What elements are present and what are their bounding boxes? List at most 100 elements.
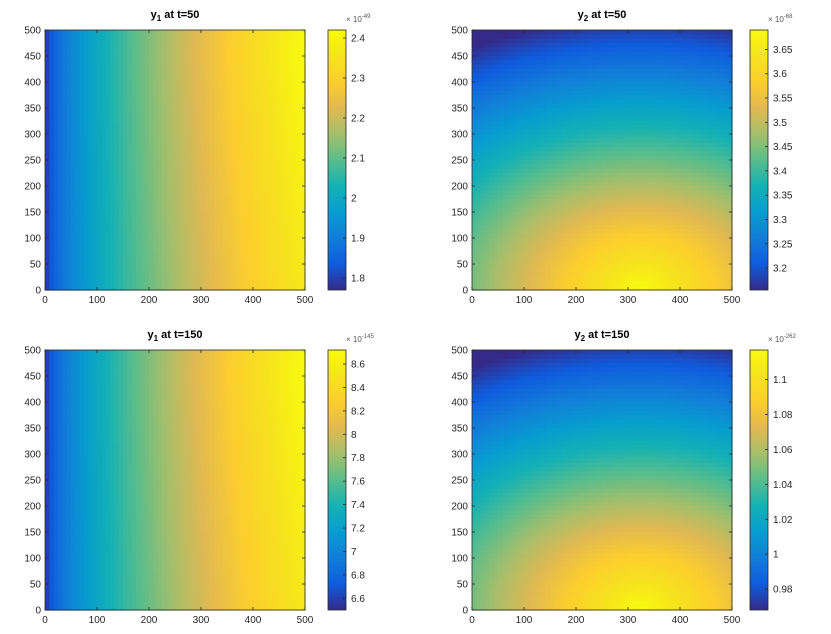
colorbar-tick-label: 1.8 xyxy=(351,274,365,285)
colorbar-tick-label: 8.4 xyxy=(351,383,365,394)
heatmap-surface xyxy=(45,350,306,611)
colorbar-tick-label: 3.4 xyxy=(773,166,787,177)
y-tick-label: 250 xyxy=(451,156,468,167)
y-tick-label: 400 xyxy=(24,398,41,409)
x-tick-label: 0 xyxy=(42,615,48,626)
multiplier-exponent: -49 xyxy=(362,14,371,20)
y-tick-label: 100 xyxy=(451,554,468,565)
colorbar-tick-label: 8.6 xyxy=(351,360,365,371)
subplot-4: y2 at t=150 0 100 200 300 400 500 0 50 100 150 200 2… xyxy=(451,329,796,626)
y-tick-label: 100 xyxy=(451,234,468,245)
y-tick-label: 500 xyxy=(24,346,41,357)
colorbar-tick-label: 7.2 xyxy=(351,524,365,535)
y-tick-label: 200 xyxy=(24,502,41,513)
colorbar xyxy=(749,349,769,611)
y-tick-label: 300 xyxy=(451,130,468,141)
y-tick-label: 250 xyxy=(24,476,41,487)
subplot-3: y1 at t=150 0 100 200 300 400 500 0 50 100 150 200 2… xyxy=(24,329,374,626)
y-tick-label: 100 xyxy=(24,554,41,565)
y-tick-label: 0 xyxy=(35,286,41,297)
colorbar-tick-label: 7 xyxy=(351,547,357,558)
colorbar-tick-label: 2.1 xyxy=(351,154,365,165)
chart-title: y1 at t=50 xyxy=(151,9,200,23)
y-tick-label: 350 xyxy=(451,424,468,435)
y-tick-label: 150 xyxy=(24,528,41,539)
title-var: y xyxy=(148,329,155,341)
colorbar-tick-label: 3.3 xyxy=(773,215,787,226)
y-tick-label: 400 xyxy=(451,398,468,409)
y-tick-label: 200 xyxy=(451,502,468,513)
colorbar-tick-label: 3.25 xyxy=(773,239,793,250)
colorbar-tick-label: 1.02 xyxy=(773,515,793,526)
x-tick-label: 500 xyxy=(297,295,314,306)
x-tick-label: 200 xyxy=(141,295,158,306)
y-tick-label: 450 xyxy=(24,52,41,63)
x-tick-label: 400 xyxy=(672,295,689,306)
y-tick-label: 250 xyxy=(24,156,41,167)
title-rest: at t=150 xyxy=(158,329,202,341)
x-tick-label: 300 xyxy=(193,295,210,306)
y-tick-label: 50 xyxy=(457,580,469,591)
colorbar-tick-label: 8 xyxy=(351,430,357,441)
y-tick-label: 0 xyxy=(35,606,41,617)
x-tick-label: 100 xyxy=(89,295,106,306)
colorbar-tick-label: 3.55 xyxy=(773,94,793,105)
multiplier-exponent: -145 xyxy=(362,334,375,340)
multiplier-exponent: -262 xyxy=(784,334,797,340)
colorbar-tick-label: 2.3 xyxy=(351,74,365,85)
y-tick-label: 400 xyxy=(24,78,41,89)
colorbar-tick-label: 3.45 xyxy=(773,142,793,153)
chart-title: y2 at t=50 xyxy=(578,9,627,23)
colorbar-tick-label: 7.4 xyxy=(351,500,365,511)
x-tick-label: 100 xyxy=(516,295,533,306)
multiplier-base: × 10 xyxy=(768,15,784,24)
x-tick-label: 100 xyxy=(89,615,106,626)
multiplier-base: × 10 xyxy=(346,15,362,24)
title-subscript: 2 xyxy=(584,14,589,23)
y-tick-label: 100 xyxy=(24,234,41,245)
title-subscript: 1 xyxy=(154,334,159,343)
title-rest: at t=150 xyxy=(585,329,629,341)
heatmap-surface xyxy=(45,30,306,291)
x-tick-label: 300 xyxy=(193,615,210,626)
y-tick-label: 300 xyxy=(24,130,41,141)
y-tick-label: 200 xyxy=(451,182,468,193)
colorbar-tick-label: 7.6 xyxy=(351,477,365,488)
colorbar-tick-label: 7.8 xyxy=(351,453,365,464)
y-tick-label: 450 xyxy=(451,372,468,383)
x-tick-label: 200 xyxy=(568,295,585,306)
heatmap-surface xyxy=(472,30,733,291)
title-rest: at t=50 xyxy=(161,9,199,21)
colorbar-tick-label: 0.98 xyxy=(773,585,793,596)
chart-title: y2 at t=150 xyxy=(575,329,630,343)
colorbar-tick-label: 3.2 xyxy=(773,264,787,275)
colorbar-tick-label: 6.8 xyxy=(351,570,365,581)
y-tick-label: 0 xyxy=(462,606,468,617)
chart-title: y1 at t=150 xyxy=(148,329,203,343)
x-tick-label: 200 xyxy=(568,615,585,626)
colorbar-tick-label: 1 xyxy=(773,550,779,561)
y-tick-label: 0 xyxy=(462,286,468,297)
colorbar xyxy=(327,349,347,611)
y-tick-label: 300 xyxy=(451,450,468,461)
title-var: y xyxy=(151,9,158,21)
colorbar-tick-label: 1.08 xyxy=(773,410,793,421)
title-var: y xyxy=(578,9,585,21)
multiplier-base: × 10 xyxy=(346,335,362,344)
x-tick-label: 300 xyxy=(620,615,637,626)
title-rest: at t=50 xyxy=(588,9,626,21)
x-tick-label: 300 xyxy=(620,295,637,306)
heatmap-surface xyxy=(472,350,733,611)
colorbar-tick-label: 1.06 xyxy=(773,445,793,456)
colorbar-tick-label: 2.2 xyxy=(351,114,365,125)
x-tick-label: 0 xyxy=(469,295,475,306)
colorbar-tick-label: 2 xyxy=(351,194,357,205)
multiplier-exponent: -68 xyxy=(784,14,793,20)
x-tick-label: 500 xyxy=(297,615,314,626)
title-subscript: 2 xyxy=(581,334,586,343)
title-subscript: 1 xyxy=(157,14,162,23)
colorbar xyxy=(327,29,347,291)
colorbar-tick-label: 3.35 xyxy=(773,191,793,202)
x-tick-label: 500 xyxy=(724,295,741,306)
y-tick-label: 150 xyxy=(24,208,41,219)
